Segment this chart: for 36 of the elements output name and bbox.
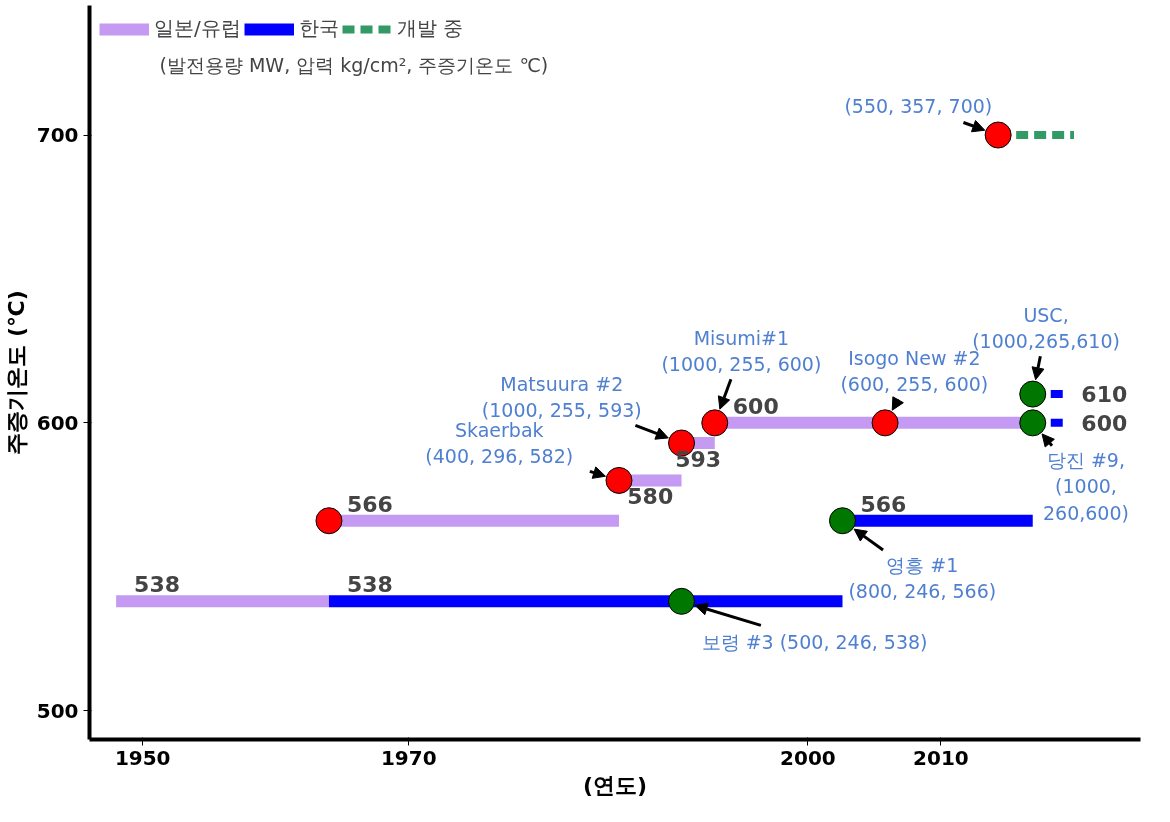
point bbox=[984, 121, 1012, 149]
y-tick-label: 600 bbox=[36, 410, 79, 435]
y-tick-label: 700 bbox=[36, 123, 79, 148]
point bbox=[1019, 380, 1047, 408]
x-axis-title: (연도) bbox=[582, 772, 648, 798]
annotation: 당진 #9, (1000, 260,600) bbox=[1042, 448, 1129, 524]
annotation: 영흥 #1 (800, 246, 566) bbox=[848, 554, 997, 603]
annotation: Matsuura #2 (1000, 255, 593) bbox=[481, 372, 642, 422]
legend-label: 일본/유럽 bbox=[154, 15, 241, 42]
point bbox=[1019, 409, 1047, 437]
annotation: Misumi#1 (1000, 255, 600) bbox=[661, 326, 822, 376]
data-label: 580 bbox=[627, 484, 674, 510]
data-label: 538 bbox=[134, 572, 181, 598]
point bbox=[871, 409, 899, 437]
x-tick-label: 2000 bbox=[780, 745, 836, 770]
data-label: 610 bbox=[1081, 382, 1128, 408]
annotation: (발전용량 MW, 압력 kg/cm², 주증기온도 ℃) bbox=[159, 53, 549, 76]
data-label: 600 bbox=[1081, 410, 1128, 436]
x-tick-label: 2010 bbox=[913, 745, 969, 770]
legend-label: 한국 bbox=[298, 15, 339, 42]
data-label: 538 bbox=[346, 572, 393, 598]
point bbox=[701, 409, 729, 437]
data-label: 593 bbox=[675, 447, 722, 473]
x-tick-label: 1970 bbox=[380, 745, 437, 770]
legend-label: 개발 중 bbox=[396, 15, 464, 42]
annotation: (550, 357, 700) bbox=[844, 95, 993, 118]
y-tick-label: 500 bbox=[36, 698, 79, 723]
annotation: 보령 #3 (500, 246, 538) bbox=[701, 630, 928, 653]
point bbox=[828, 507, 856, 535]
y-axis-title: 주증기온도 (℃) bbox=[3, 290, 29, 455]
point bbox=[315, 507, 343, 535]
data-label: 566 bbox=[860, 491, 907, 517]
data-label: 566 bbox=[346, 491, 393, 517]
x-tick-label: 1950 bbox=[114, 745, 171, 770]
data-label: 600 bbox=[732, 393, 779, 419]
point bbox=[668, 587, 696, 615]
